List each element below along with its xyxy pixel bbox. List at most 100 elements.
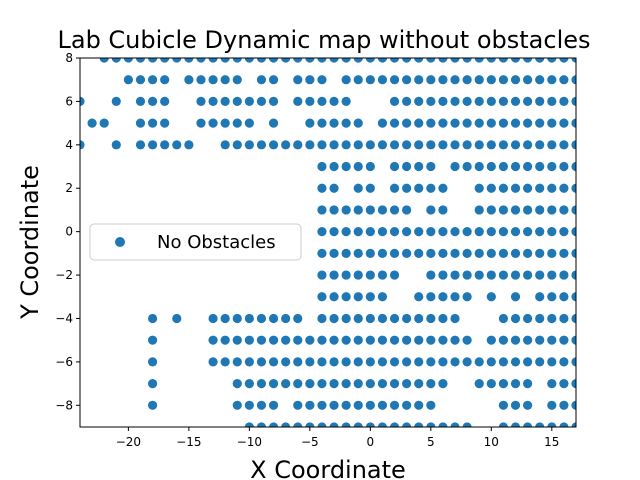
data-point (571, 58, 576, 63)
data-point (329, 378, 339, 389)
data-point (523, 400, 533, 410)
data-point (196, 96, 206, 107)
data-point (87, 118, 97, 128)
data-point (523, 161, 533, 172)
data-point (281, 378, 291, 389)
data-point (414, 378, 424, 389)
data-point (462, 118, 472, 128)
data-point (535, 140, 545, 150)
data-point (208, 357, 218, 367)
data-point (244, 400, 254, 410)
data-point (462, 161, 472, 172)
data-point (414, 140, 424, 150)
data-point (402, 378, 412, 389)
data-point (305, 75, 315, 85)
data-point (268, 118, 279, 128)
data-point (329, 422, 339, 427)
data-point (535, 270, 545, 280)
data-point (426, 58, 436, 63)
data-point (329, 118, 339, 128)
data-point (462, 140, 472, 150)
data-point (244, 357, 254, 367)
data-point (365, 313, 375, 324)
data-point (486, 140, 496, 150)
data-point (547, 248, 557, 258)
data-point (559, 75, 569, 85)
data-point (268, 75, 279, 85)
data-point (559, 248, 569, 258)
data-point (414, 96, 424, 107)
data-point (268, 422, 279, 427)
data-point (438, 227, 448, 237)
data-point (232, 96, 242, 107)
data-point (523, 422, 533, 427)
data-point (353, 313, 363, 324)
data-point (147, 96, 158, 107)
data-point (426, 270, 436, 280)
data-point (523, 270, 533, 280)
data-point (293, 313, 303, 324)
data-point (402, 248, 412, 258)
data-point (474, 378, 484, 389)
data-point (377, 118, 388, 128)
data-point (341, 140, 351, 150)
data-point (111, 140, 121, 150)
x-tick-label: 5 (427, 435, 435, 449)
data-point (486, 58, 496, 63)
data-point (317, 357, 327, 367)
y-tick-label: −2 (55, 268, 73, 282)
chart-title: Lab Cubicle Dynamic map without obstacle… (57, 26, 590, 54)
data-point (450, 58, 460, 63)
data-point (389, 96, 400, 107)
data-point (244, 313, 254, 324)
data-point (353, 227, 363, 237)
data-point (462, 422, 472, 427)
data-point (317, 270, 327, 280)
data-point (462, 75, 472, 85)
data-point (402, 422, 412, 427)
data-point (353, 292, 363, 302)
data-point (547, 227, 557, 237)
data-point (559, 183, 569, 193)
data-point (329, 227, 339, 237)
data-point (135, 96, 146, 107)
data-point (377, 422, 388, 427)
data-point (365, 161, 375, 172)
data-point (389, 270, 400, 280)
y-tick-label: 8 (65, 51, 73, 65)
data-point (341, 357, 351, 367)
data-point (329, 140, 339, 150)
data-point (99, 58, 109, 63)
data-point (353, 140, 363, 150)
data-point (256, 378, 267, 389)
data-point (571, 335, 576, 345)
data-point (402, 357, 412, 367)
y-tick-label: −8 (55, 398, 73, 412)
data-point (438, 118, 448, 128)
data-point (426, 227, 436, 237)
data-point (305, 400, 315, 410)
data-point (498, 227, 509, 237)
data-point (462, 270, 472, 280)
data-point (184, 58, 194, 63)
data-point (341, 313, 351, 324)
data-point (365, 378, 375, 389)
data-point (196, 58, 206, 63)
data-point (559, 227, 569, 237)
data-point (208, 118, 218, 128)
data-point (559, 335, 569, 345)
data-point (402, 205, 412, 215)
data-point (559, 400, 569, 410)
data-point (244, 58, 254, 63)
data-point (510, 357, 521, 367)
data-point (474, 58, 484, 63)
data-point (426, 75, 436, 85)
data-point (329, 183, 339, 193)
data-point (353, 161, 363, 172)
data-point (353, 118, 363, 128)
data-point (559, 140, 569, 150)
data-point (389, 75, 400, 85)
data-point (498, 118, 509, 128)
data-point (571, 183, 576, 193)
